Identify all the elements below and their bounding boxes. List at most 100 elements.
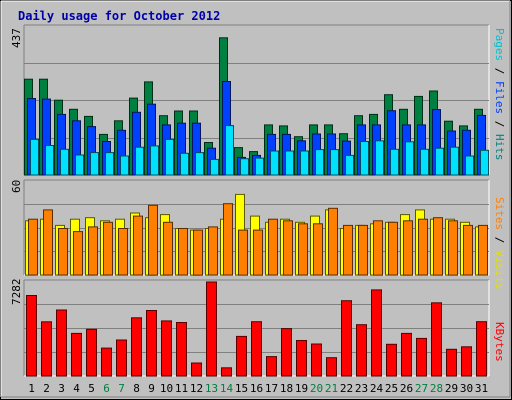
bar-sites-day-2 bbox=[43, 209, 53, 276]
x-tick-day-31: 31 bbox=[475, 382, 488, 395]
x-tick-day-21: 21 bbox=[325, 382, 338, 395]
bar-kbytes-day-17 bbox=[266, 356, 277, 377]
x-tick-day-2: 2 bbox=[43, 382, 50, 395]
bar-kbytes-day-12 bbox=[191, 362, 202, 377]
bar-sites-day-6 bbox=[103, 221, 113, 276]
bar-pages-day-31 bbox=[480, 149, 489, 176]
chart-title: Daily usage for October 2012 bbox=[18, 9, 221, 23]
bar-kbytes-day-4 bbox=[71, 332, 82, 377]
bar-pages-day-8 bbox=[135, 146, 144, 176]
bar-pages-day-24 bbox=[375, 140, 384, 176]
bar-kbytes-day-10 bbox=[161, 320, 172, 377]
bar-sites-day-25 bbox=[388, 221, 398, 276]
bar-pages-day-4 bbox=[75, 154, 84, 176]
bar-pages-day-20 bbox=[315, 149, 324, 176]
bar-sites-day-11 bbox=[178, 228, 188, 276]
x-tick-day-7: 7 bbox=[118, 382, 125, 395]
x-tick-day-27: 27 bbox=[415, 382, 428, 395]
x-tick-day-14: 14 bbox=[220, 382, 234, 395]
bar-kbytes-day-1 bbox=[26, 295, 37, 377]
bar-kbytes-day-19 bbox=[296, 340, 307, 377]
bar-pages-day-23 bbox=[360, 141, 369, 176]
bar-sites-day-19 bbox=[298, 223, 308, 276]
bar-kbytes-day-13 bbox=[206, 281, 217, 377]
x-tick-day-22: 22 bbox=[340, 382, 353, 395]
bar-sites-day-20 bbox=[313, 223, 323, 276]
bar-sites-day-23 bbox=[358, 224, 368, 276]
bar-sites-day-12 bbox=[193, 229, 203, 276]
legend-sep: / bbox=[493, 61, 506, 81]
bar-sites-day-21 bbox=[328, 207, 338, 276]
bar-kbytes-day-3 bbox=[56, 309, 67, 377]
x-tick-day-19: 19 bbox=[295, 382, 308, 395]
x-tick-day-11: 11 bbox=[175, 382, 188, 395]
x-tick-day-13: 13 bbox=[205, 382, 218, 395]
bar-sites-day-7 bbox=[118, 228, 128, 276]
legend-sep: / bbox=[493, 230, 506, 250]
bar-kbytes-day-23 bbox=[356, 324, 367, 377]
x-tick-day-4: 4 bbox=[73, 382, 80, 395]
bar-sites-day-18 bbox=[283, 220, 293, 276]
x-tick-day-8: 8 bbox=[133, 382, 140, 395]
pages-ymax-label: 437 bbox=[10, 28, 23, 48]
bar-kbytes-day-16 bbox=[251, 321, 262, 377]
bar-kbytes-day-20 bbox=[311, 343, 322, 377]
bar-kbytes-day-30 bbox=[461, 346, 472, 377]
kbytes-ymax-label: 7282 bbox=[10, 278, 23, 306]
x-tick-day-30: 30 bbox=[460, 382, 473, 395]
bar-sites-day-1 bbox=[28, 218, 38, 276]
bar-kbytes-day-18 bbox=[281, 328, 292, 377]
bar-sites-day-10 bbox=[163, 221, 173, 276]
bar-pages-day-26 bbox=[405, 141, 414, 176]
bar-kbytes-day-29 bbox=[446, 348, 457, 377]
bar-pages-day-11 bbox=[180, 152, 189, 176]
bar-pages-day-21 bbox=[330, 149, 339, 176]
bar-kbytes-day-28 bbox=[431, 302, 442, 377]
x-tick-day-15: 15 bbox=[235, 382, 248, 395]
x-tick-day-3: 3 bbox=[58, 382, 65, 395]
bar-kbytes-day-15 bbox=[236, 335, 247, 377]
sites-ymax-label: 60 bbox=[10, 179, 23, 193]
bar-sites-day-22 bbox=[343, 224, 353, 276]
bar-sites-day-9 bbox=[148, 204, 158, 276]
x-tick-day-9: 9 bbox=[148, 382, 155, 395]
bar-pages-day-12 bbox=[195, 152, 204, 176]
bar-pages-day-13 bbox=[210, 158, 219, 176]
bar-sites-day-17 bbox=[268, 218, 278, 276]
bar-sites-day-29 bbox=[448, 220, 458, 276]
bar-sites-day-8 bbox=[133, 215, 143, 276]
x-tick-day-24: 24 bbox=[370, 382, 384, 395]
bar-sites-day-31 bbox=[478, 224, 488, 276]
bar-kbytes-day-14 bbox=[221, 367, 232, 377]
bar-kbytes-day-8 bbox=[131, 317, 142, 377]
bar-sites-day-26 bbox=[403, 220, 413, 276]
bar-pages-day-6 bbox=[105, 152, 114, 176]
bar-pages-day-22 bbox=[345, 154, 354, 176]
bar-pages-day-7 bbox=[120, 155, 129, 176]
bar-kbytes-day-2 bbox=[41, 321, 52, 377]
bar-pages-day-27 bbox=[420, 148, 429, 176]
bar-pages-day-10 bbox=[165, 138, 174, 176]
x-tick-day-23: 23 bbox=[355, 382, 368, 395]
bar-pages-day-5 bbox=[90, 152, 99, 176]
bar-kbytes-day-21 bbox=[326, 357, 337, 377]
bar-pages-day-18 bbox=[285, 150, 294, 176]
x-tick-day-5: 5 bbox=[88, 382, 95, 395]
bar-kbytes-day-7 bbox=[116, 339, 127, 377]
bar-sites-day-13 bbox=[208, 226, 218, 276]
x-tick-day-28: 28 bbox=[430, 382, 443, 395]
x-tick-day-17: 17 bbox=[265, 382, 278, 395]
bar-sites-day-24 bbox=[373, 220, 383, 276]
bar-pages-day-29 bbox=[450, 146, 459, 176]
x-tick-day-18: 18 bbox=[280, 382, 293, 395]
x-tick-day-16: 16 bbox=[250, 382, 263, 395]
x-tick-day-29: 29 bbox=[445, 382, 458, 395]
bar-kbytes-day-5 bbox=[86, 328, 97, 377]
sites-visits-legend: Sites / Visits bbox=[493, 197, 506, 290]
bar-sites-day-16 bbox=[253, 229, 263, 276]
bar-kbytes-day-27 bbox=[416, 337, 427, 377]
bar-pages-day-19 bbox=[300, 150, 309, 176]
x-tick-day-26: 26 bbox=[400, 382, 413, 395]
legend-sites: Sites bbox=[493, 197, 506, 231]
